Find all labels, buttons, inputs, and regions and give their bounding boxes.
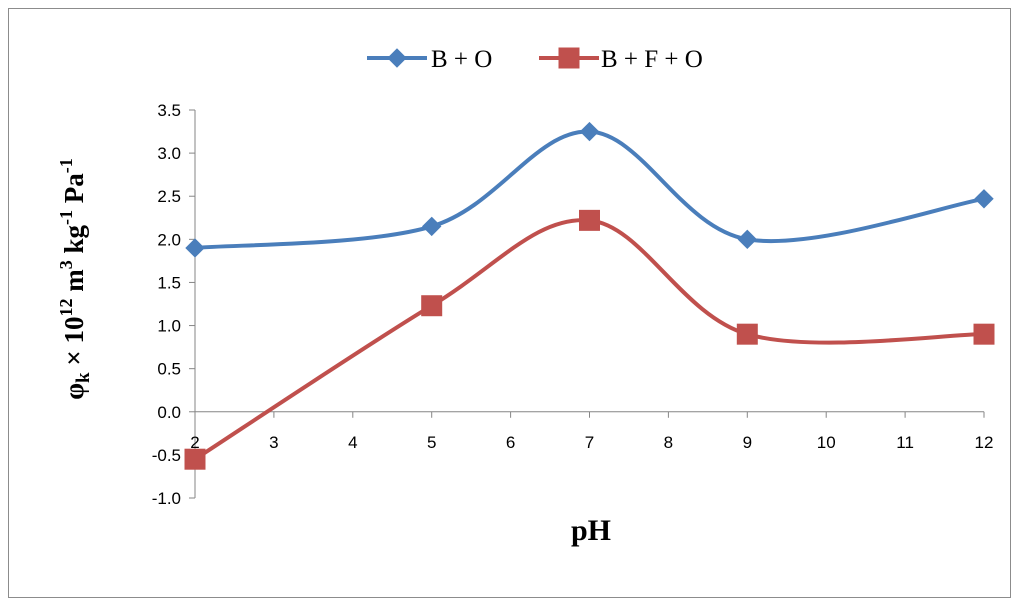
y-tick-label: 2.0 [157,230,181,249]
series-layer [184,121,995,470]
y-axis-title: φk × 1012 m3 kg-1 Pa-1 [56,158,94,400]
line-chart: -1.0 -0.5 0.0 0.5 1.0 1.5 2.0 2.5 3.0 3.5 2 3 4 5 6 7 8 9… [56,46,995,547]
legend-item: B + F + O [539,46,703,73]
series-line [193,218,986,462]
y-title-exp-minus1-a: -1 [56,210,76,225]
data-point [737,229,758,250]
axes: -1.0 -0.5 0.0 0.5 1.0 1.5 2.0 2.5 3.0 3.5 2 3 4 5 6 7 8 9… [152,101,994,508]
y-title-times-ten: × 10 [59,316,89,372]
legend-marker [558,47,580,69]
data-point [974,189,994,209]
y-title-exp-12: 12 [56,298,76,316]
series-b-plus-o [185,121,994,258]
y-title-m: m [59,269,89,299]
legend-label: B + F + O [601,46,703,73]
data-point [421,295,443,317]
x-tick-label: 10 [817,433,836,452]
x-axis-title: pH [571,514,611,547]
x-tick-label: 5 [427,433,436,452]
x-tick-label: 12 [975,433,994,452]
data-point [579,121,600,142]
y-tick-label: 2.5 [157,187,181,206]
legend-label: B + O [431,46,492,73]
data-point [421,216,442,237]
y-tick-label: 1.0 [157,317,181,336]
y-tick-label: 3.0 [157,144,181,163]
y-tick-label: 1.5 [157,273,181,292]
x-tick-label: 9 [743,433,752,452]
x-tick-label: 3 [269,433,278,452]
x-tick-label: 8 [664,433,673,452]
y-title-kg: kg [59,224,89,260]
data-point [736,323,758,345]
data-point [184,448,206,470]
x-tick-label: 6 [506,433,515,452]
y-title-phi: φ [59,383,89,400]
data-point [579,209,600,231]
y-title-exp-minus1-b: -1 [56,158,76,173]
y-tick-label: -0.5 [152,446,181,465]
chart-frame: -1.0 -0.5 0.0 0.5 1.0 1.5 2.0 2.5 3.0 3.5 2 3 4 5 6 7 8 9… [8,8,1011,598]
legend: B + O B + F + O [367,46,703,73]
y-tick-label: 0.5 [157,360,181,379]
y-title-sub-k: k [73,372,94,383]
legend-marker [387,48,407,68]
y-tick-label: -1.0 [152,489,181,508]
x-tick-label: 4 [348,433,357,452]
data-point [973,323,995,345]
y-title-pa: Pa [59,173,89,210]
legend-item: B + O [367,46,492,73]
y-tick-label: 3.5 [157,101,181,120]
y-title-exp-3: 3 [56,260,76,269]
x-tick-label: 2 [190,433,199,452]
series-b-plus-f-plus-o [184,209,995,470]
x-tick-label: 7 [585,433,594,452]
data-point [185,238,205,258]
y-tick-label: 0.0 [157,403,181,422]
x-tick-label: 11 [896,433,914,452]
